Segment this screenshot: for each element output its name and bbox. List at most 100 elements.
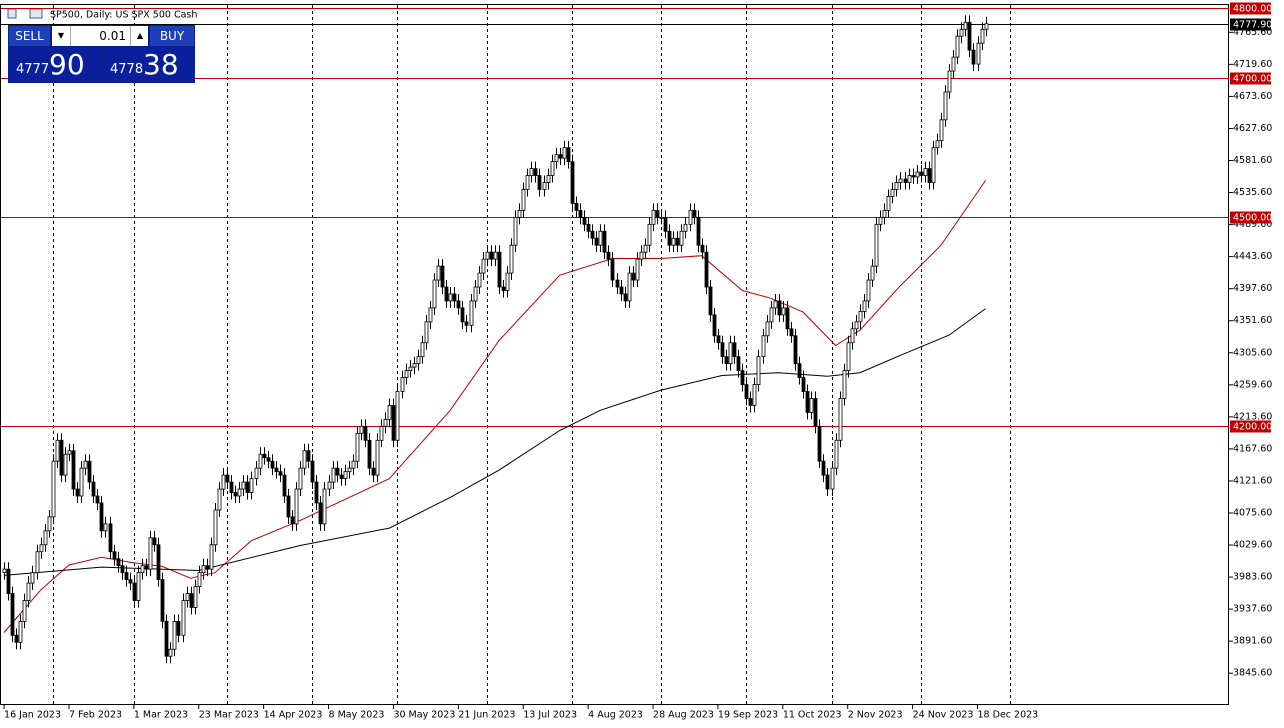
- candle-body: [241, 481, 246, 490]
- plot-frame: [0, 4, 1229, 705]
- candle-body: [473, 286, 478, 302]
- bid-price[interactable]: 4777 90: [9, 48, 101, 82]
- candle-body: [813, 398, 818, 427]
- candle-body: [229, 481, 234, 493]
- candle-body: [245, 481, 250, 493]
- candle-body: [43, 530, 48, 546]
- candle-body: [87, 460, 92, 483]
- candle-body: [501, 286, 506, 291]
- bid-main: 4777: [16, 62, 50, 77]
- moving-average: [3, 180, 987, 633]
- candle-body: [984, 23, 989, 30]
- x-tick-label: 7 Feb 2023: [69, 710, 122, 721]
- price-line-label-box: [1230, 18, 1271, 31]
- candle-body: [700, 244, 705, 253]
- level-line-label-box: [1230, 2, 1271, 15]
- candle-body: [951, 56, 956, 72]
- x-tick-label: 16 Jan 2023: [4, 710, 61, 721]
- candle-body: [781, 307, 786, 316]
- candle-body: [537, 175, 542, 190]
- volume-box[interactable]: ▼ 0.01 ▲: [52, 26, 148, 46]
- candle-body: [562, 147, 567, 159]
- candle-body: [335, 467, 340, 476]
- candle-body: [249, 478, 254, 493]
- buy-button[interactable]: BUY: [150, 26, 194, 46]
- candle-body: [659, 216, 664, 219]
- candle-body: [623, 293, 628, 302]
- candle-body: [619, 286, 624, 295]
- candle-body: [809, 398, 814, 413]
- candle-body: [266, 457, 271, 462]
- candle-body: [387, 405, 392, 420]
- candle-body: [578, 209, 583, 218]
- ask-pips: 38: [143, 48, 179, 81]
- candle-body: [331, 467, 336, 483]
- candle-body: [75, 488, 80, 497]
- candle-body: [400, 377, 405, 392]
- candle-body: [817, 425, 822, 462]
- candle-body: [464, 321, 469, 326]
- candle-body: [322, 488, 327, 525]
- candle-body: [10, 593, 15, 636]
- candle-body: [189, 593, 194, 608]
- candle-body: [955, 35, 960, 58]
- candle-body: [874, 223, 879, 267]
- candle-body: [286, 495, 291, 518]
- candle-body: [655, 209, 660, 218]
- candle-body: [980, 28, 985, 44]
- candle-body: [176, 621, 181, 636]
- x-tick-label: 24 Nov 2023: [913, 710, 974, 721]
- y-tick-label: 4029.60: [1233, 540, 1272, 551]
- x-tick-label: 2 Nov 2023: [848, 710, 903, 721]
- ask-main: 4778: [110, 62, 144, 77]
- candle-body: [830, 467, 835, 490]
- ask-price[interactable]: 4778 38: [103, 48, 195, 82]
- candle-body: [270, 460, 275, 469]
- candle-body: [152, 537, 157, 546]
- candle-body: [359, 425, 364, 434]
- candle-body: [436, 265, 441, 281]
- candle-body: [716, 335, 721, 344]
- candle-body: [939, 119, 944, 142]
- candle-body: [302, 450, 307, 469]
- candle-body: [55, 439, 60, 462]
- volume-value[interactable]: 0.01: [99, 29, 126, 43]
- candle-body: [278, 471, 283, 476]
- candle-body: [793, 335, 798, 365]
- candle-body: [805, 391, 810, 413]
- candle-body: [47, 516, 52, 532]
- candle-body: [22, 600, 27, 622]
- candle-body: [959, 28, 964, 37]
- candle-body: [692, 209, 697, 218]
- sell-button[interactable]: SELL: [9, 26, 50, 46]
- candle-body: [761, 335, 766, 358]
- candle-body: [842, 370, 847, 399]
- candle-body: [882, 209, 887, 218]
- x-tick-label: 28 Aug 2023: [653, 710, 714, 721]
- candle-body: [846, 342, 851, 372]
- candle-body: [298, 467, 303, 490]
- candle-body: [343, 471, 348, 479]
- candle-body: [95, 495, 100, 504]
- candle-body: [529, 168, 534, 176]
- candle-body: [367, 439, 372, 469]
- candle-body: [919, 171, 924, 176]
- candle-body: [363, 425, 368, 441]
- y-tick-label: 4673.60: [1233, 91, 1272, 102]
- volume-down[interactable]: ▼: [52, 26, 71, 46]
- candle-body: [866, 279, 871, 302]
- candle-body: [116, 558, 121, 567]
- volume-up[interactable]: ▲: [130, 26, 149, 46]
- candle-body: [915, 171, 920, 178]
- candle-body: [164, 621, 169, 657]
- candle-body: [26, 582, 31, 601]
- candle-body: [448, 293, 453, 302]
- x-tick-label: 1 Mar 2023: [134, 710, 188, 721]
- candle-body: [99, 502, 104, 532]
- y-tick-label: 4213.60: [1233, 411, 1272, 422]
- candle-body: [460, 307, 465, 323]
- candle-body: [651, 209, 656, 225]
- candle-body: [663, 216, 668, 232]
- x-tick-label: 13 Jul 2023: [523, 710, 577, 721]
- candle-body: [440, 265, 445, 288]
